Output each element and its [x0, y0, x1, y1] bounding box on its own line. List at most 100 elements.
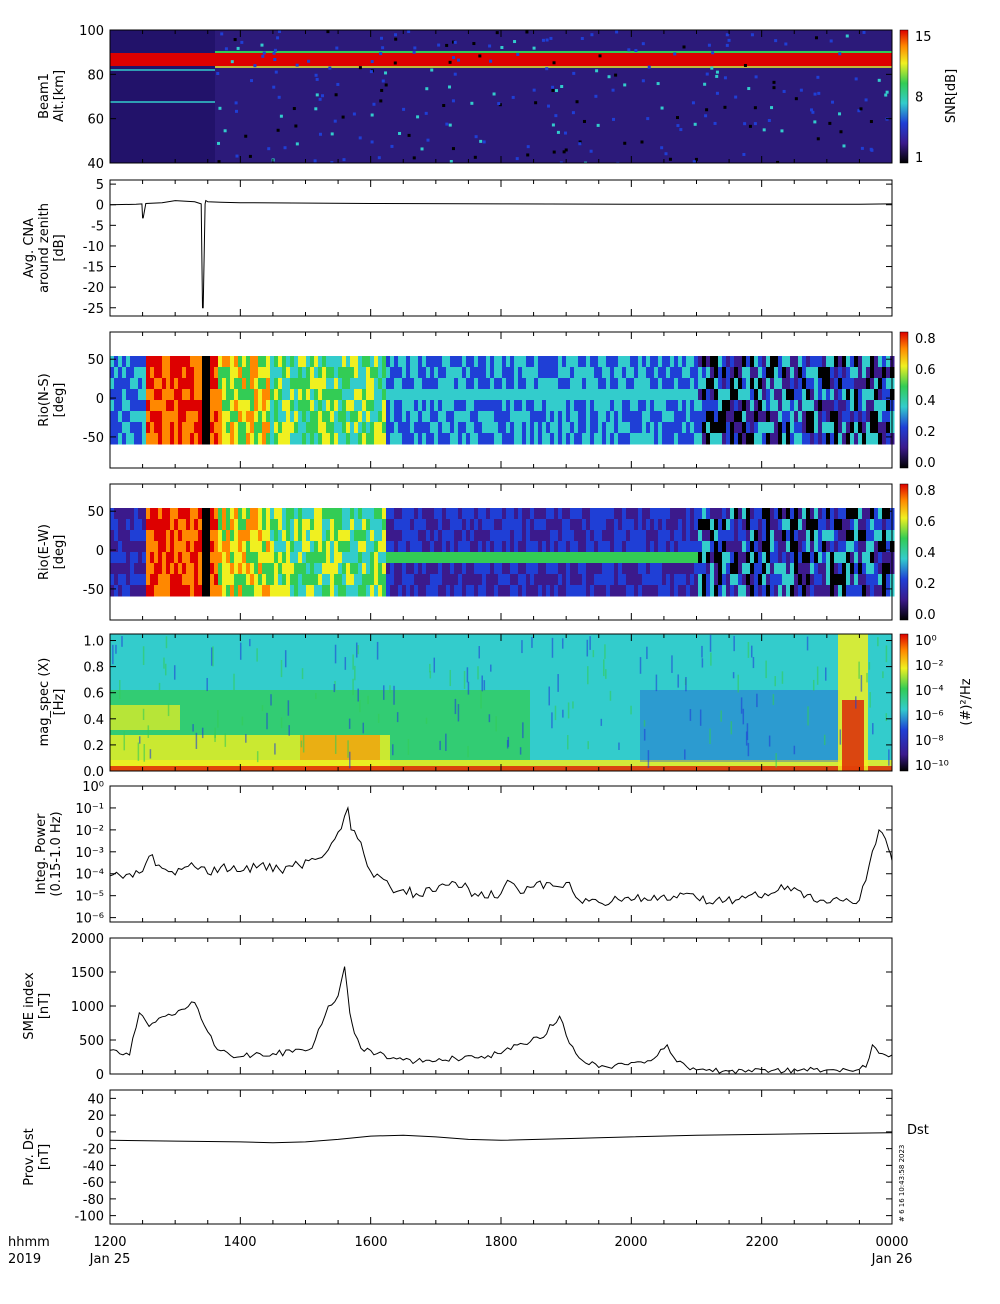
heatmap-cell	[758, 356, 763, 368]
heatmap-cell	[158, 400, 163, 412]
heatmap-cell	[734, 411, 739, 423]
heatmap-cell	[754, 508, 759, 520]
heatmap-cell	[666, 433, 671, 445]
heatmap-cell	[370, 530, 375, 542]
heatmap-cell	[474, 541, 479, 553]
heatmap-cell	[482, 530, 487, 542]
heatmap-cell	[438, 433, 443, 445]
heatmap-cell	[746, 356, 751, 368]
heatmap-cell	[342, 585, 347, 597]
heatmap-cell	[306, 585, 311, 597]
beam1-speckle	[326, 30, 330, 34]
y-tick-label: 10⁻⁴	[75, 868, 104, 883]
heatmap-cell	[710, 367, 715, 379]
heatmap-cell	[682, 541, 687, 553]
heatmap-cell	[718, 411, 723, 423]
heatmap-cell	[262, 585, 267, 597]
heatmap-cell	[826, 508, 831, 520]
heatmap-cell	[550, 574, 555, 586]
heatmap-cell	[642, 574, 647, 586]
heatmap-cell	[214, 574, 219, 586]
heatmap-cell	[134, 411, 139, 423]
heatmap-cell	[418, 552, 423, 564]
heatmap-cell	[822, 389, 827, 401]
heatmap-cell	[562, 541, 567, 553]
heatmap-cell	[234, 356, 239, 368]
heatmap-cell	[150, 530, 155, 542]
heatmap-cell	[710, 563, 715, 575]
heatmap-cell	[650, 508, 655, 520]
heatmap-cell	[234, 530, 239, 542]
heatmap-cell	[482, 574, 487, 586]
heatmap-cell	[278, 585, 283, 597]
heatmap-cell	[502, 433, 507, 445]
heatmap-cell	[622, 519, 627, 531]
heatmap-cell	[710, 585, 715, 597]
heatmap-cell	[394, 400, 399, 412]
heatmap-cell	[166, 541, 171, 553]
heatmap-cell	[286, 563, 291, 575]
heatmap-cell	[518, 541, 523, 553]
heatmap-cell	[150, 411, 155, 423]
beam1-speckle	[333, 119, 337, 123]
mag-spec-streak	[457, 704, 460, 722]
heatmap-cell	[398, 585, 403, 597]
heatmap-cell	[198, 541, 203, 553]
heatmap-cell	[350, 433, 355, 445]
heatmap-cell	[786, 400, 791, 412]
heatmap-cell	[306, 378, 311, 390]
heatmap-cell	[426, 519, 431, 531]
heatmap-cell	[718, 585, 723, 597]
y-tick-label: 20	[87, 1109, 104, 1124]
heatmap-cell	[262, 552, 267, 564]
mag-spec-streak	[480, 690, 482, 709]
beam1-speckle	[334, 93, 338, 97]
mag-spec-streak	[587, 741, 589, 750]
timestamp-stamp: # 6 16 10:43:58 2023	[898, 1145, 906, 1222]
heatmap-cell	[630, 585, 635, 597]
heatmap-cell	[830, 585, 835, 597]
heatmap-cell	[854, 563, 859, 575]
heatmap-cell	[138, 400, 143, 412]
heatmap-cell	[394, 367, 399, 379]
heatmap-cell	[598, 411, 603, 423]
heatmap-cell	[222, 530, 227, 542]
heatmap-cell	[570, 585, 575, 597]
heatmap-cell	[218, 552, 223, 564]
heatmap-cell	[606, 356, 611, 368]
heatmap-cell	[166, 433, 171, 445]
heatmap-cell	[574, 552, 579, 564]
heatmap-cell	[594, 389, 599, 401]
heatmap-cell	[630, 563, 635, 575]
heatmap-cell	[242, 422, 247, 434]
heatmap-cell	[210, 356, 215, 368]
beam1-speckle	[534, 101, 538, 105]
heatmap-cell	[266, 574, 271, 586]
heatmap-cell	[450, 367, 455, 379]
heatmap-cell	[338, 367, 343, 379]
heatmap-cell	[374, 378, 379, 390]
heatmap-cell	[730, 585, 735, 597]
heatmap-cell	[266, 508, 271, 520]
heatmap-cell	[474, 508, 479, 520]
heatmap-cell	[310, 433, 315, 445]
heatmap-cell	[534, 422, 539, 434]
heatmap-cell	[254, 422, 259, 434]
heatmap-cell	[886, 508, 891, 520]
heatmap-cell	[686, 356, 691, 368]
heatmap-cell	[402, 563, 407, 575]
heatmap-cell	[274, 508, 279, 520]
heatmap-cell	[650, 422, 655, 434]
heatmap-cell	[606, 541, 611, 553]
heatmap-cell	[662, 541, 667, 553]
heatmap-cell	[310, 552, 315, 564]
heatmap-cell	[366, 552, 371, 564]
heatmap-cell	[622, 541, 627, 553]
beam1-speckle	[615, 30, 619, 34]
heatmap-cell	[634, 519, 639, 531]
heatmap-cell	[126, 356, 131, 368]
heatmap-cell	[338, 563, 343, 575]
beam1-ylabel-2: Alt.[km]	[52, 70, 67, 122]
heatmap-cell	[278, 574, 283, 586]
heatmap-cell	[594, 422, 599, 434]
